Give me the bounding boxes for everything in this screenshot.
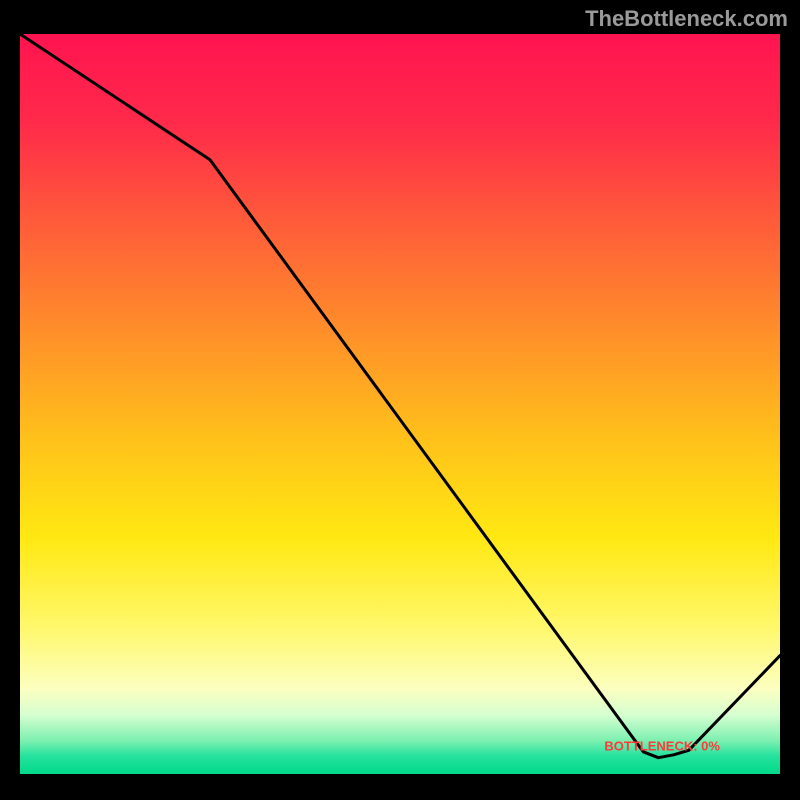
gradient-background: [20, 34, 780, 774]
watermark-text: TheBottleneck.com: [585, 6, 788, 32]
flat-region-label: BOTTLENECK: 0%: [604, 738, 720, 753]
bottleneck-chart: BOTTLENECK: 0%: [0, 0, 800, 800]
